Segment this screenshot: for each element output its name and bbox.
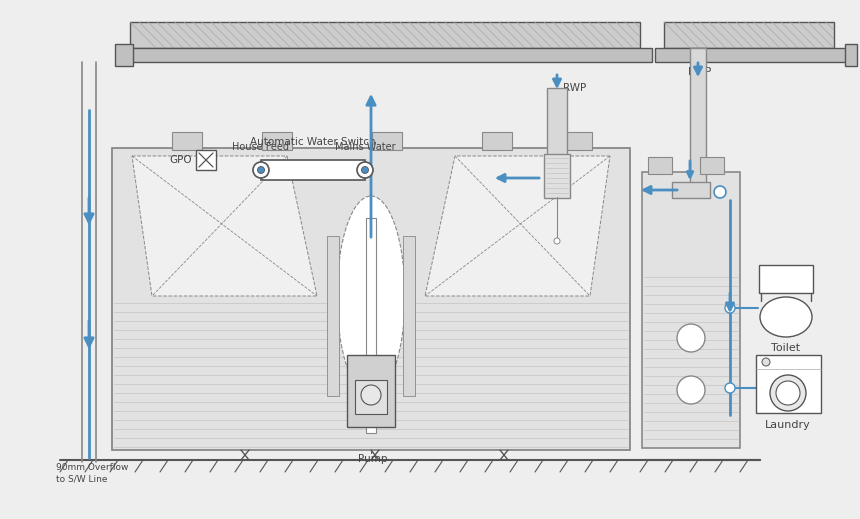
Text: House Feed: House Feed — [232, 142, 290, 152]
Circle shape — [725, 303, 735, 313]
Bar — [562, 132, 592, 150]
Circle shape — [725, 383, 735, 393]
Circle shape — [776, 381, 800, 405]
Bar — [672, 182, 710, 198]
Text: Laundry: Laundry — [765, 420, 811, 430]
Text: RWP: RWP — [688, 67, 711, 77]
Bar — [196, 150, 216, 170]
Bar — [347, 355, 395, 427]
Bar — [327, 236, 339, 396]
Circle shape — [253, 162, 269, 178]
Bar — [845, 44, 857, 66]
Bar — [372, 132, 402, 150]
Text: Pump: Pump — [359, 454, 388, 464]
Circle shape — [361, 385, 381, 405]
Bar — [366, 218, 376, 433]
Circle shape — [762, 358, 770, 366]
Bar — [690, 48, 706, 188]
Bar — [700, 157, 724, 174]
Bar — [261, 160, 365, 180]
Circle shape — [257, 167, 265, 173]
Bar — [172, 132, 202, 150]
Polygon shape — [425, 156, 610, 296]
Polygon shape — [132, 156, 317, 296]
Text: Toilet: Toilet — [771, 343, 801, 353]
Ellipse shape — [337, 196, 405, 396]
Circle shape — [677, 376, 705, 404]
Circle shape — [714, 186, 726, 198]
Bar — [115, 44, 133, 66]
Text: 90mm Overflow
to S/W Line: 90mm Overflow to S/W Line — [56, 463, 128, 484]
Bar — [547, 88, 567, 156]
Bar — [756, 355, 821, 413]
Text: Automatic Water Switch: Automatic Water Switch — [250, 137, 376, 147]
Bar — [482, 132, 512, 150]
Text: GPO: GPO — [169, 155, 192, 165]
Bar — [355, 380, 387, 414]
Bar — [642, 172, 740, 448]
Bar — [262, 132, 292, 150]
Circle shape — [677, 324, 705, 352]
Bar — [403, 236, 415, 396]
Circle shape — [361, 167, 368, 173]
Circle shape — [554, 238, 560, 244]
Bar — [655, 48, 852, 62]
Circle shape — [770, 375, 806, 411]
Text: RWP: RWP — [563, 83, 587, 93]
Ellipse shape — [760, 297, 812, 337]
Circle shape — [357, 162, 373, 178]
Bar — [759, 265, 813, 293]
Bar — [664, 22, 834, 48]
Bar — [112, 148, 630, 450]
Bar — [544, 154, 570, 198]
Text: Mains Water: Mains Water — [335, 142, 396, 152]
Bar — [130, 22, 640, 48]
Bar — [648, 157, 672, 174]
Bar — [120, 48, 652, 62]
